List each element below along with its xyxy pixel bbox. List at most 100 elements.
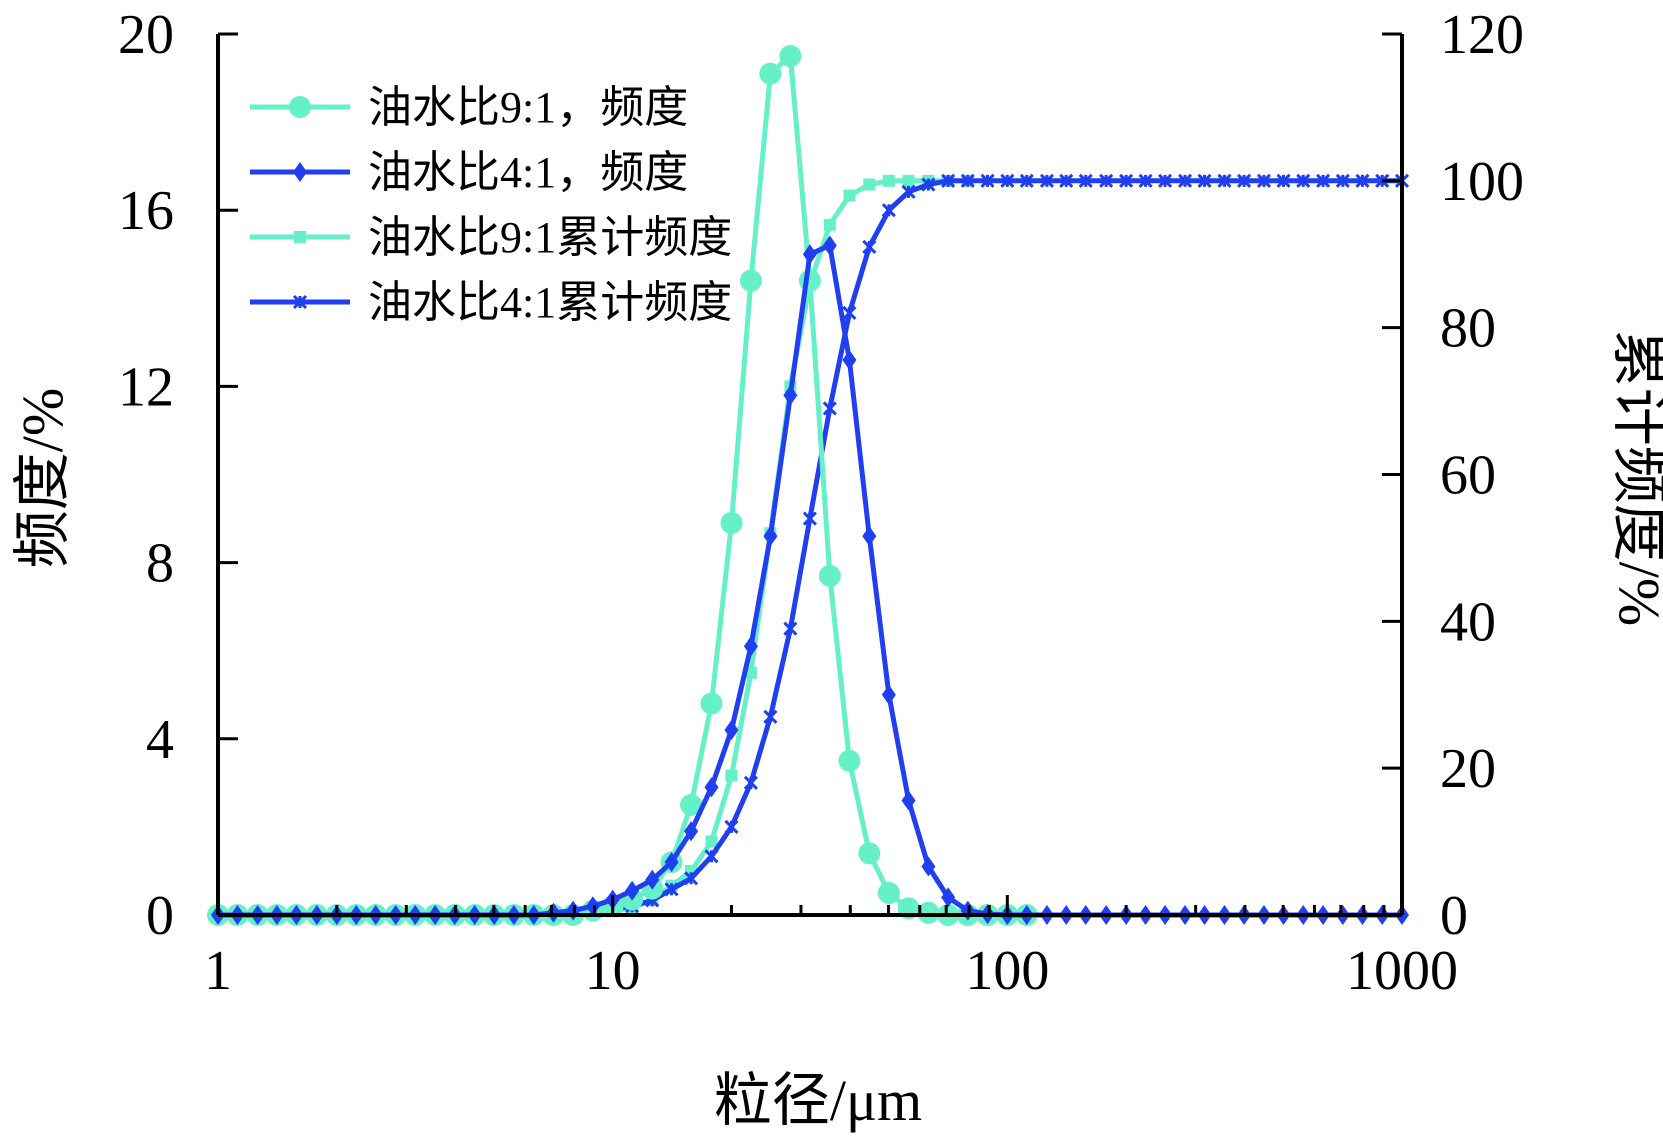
data-point (1296, 173, 1311, 188)
data-point (921, 177, 936, 192)
data-point (705, 835, 718, 848)
data-point (700, 692, 723, 715)
x-tick-label: 100 (965, 940, 1049, 1002)
data-point (818, 564, 841, 587)
data-point (783, 621, 798, 636)
y-right-tick-label: 80 (1440, 298, 1496, 360)
data-point (843, 189, 856, 202)
data-point (743, 775, 758, 790)
data-point (941, 173, 956, 188)
data-point (759, 62, 782, 85)
data-point (1256, 173, 1272, 188)
series-line (218, 242, 1402, 918)
data-point (1119, 173, 1134, 188)
data-point (720, 511, 743, 534)
data-point (743, 636, 758, 657)
legend-label: 油水比4:1，频度 (368, 148, 688, 197)
y-right-tick-label: 0 (1440, 885, 1468, 947)
data-point (877, 881, 900, 904)
legend-label: 油水比9:1累计频度 (368, 213, 732, 262)
data-point (1335, 173, 1350, 188)
y-left-tick-label: 20 (118, 4, 174, 66)
data-point (823, 218, 836, 231)
legend-label: 油水比9:1，频度 (368, 83, 688, 132)
data-point (881, 684, 896, 705)
data-point (882, 174, 895, 187)
data-point (546, 902, 561, 923)
data-point (680, 793, 703, 816)
data-point (822, 401, 837, 416)
y-right-tick-label: 40 (1440, 591, 1496, 653)
data-point (842, 305, 857, 321)
data-point (917, 901, 940, 924)
data-point (858, 842, 881, 865)
data-point (980, 173, 995, 188)
data-point (684, 821, 699, 842)
data-point (863, 178, 876, 191)
data-point (921, 856, 936, 877)
data-point (1078, 173, 1093, 188)
y-left-tick-label: 4 (146, 709, 174, 771)
data-point (902, 174, 915, 187)
legend-swatch-marker (292, 294, 308, 310)
data-point (739, 269, 762, 292)
y-left-tick-label: 12 (118, 356, 174, 418)
data-point (1237, 173, 1252, 188)
data-point (1177, 173, 1193, 188)
data-point (1217, 173, 1232, 188)
data-point (1099, 173, 1114, 188)
y-right-tick-label: 20 (1440, 738, 1496, 800)
data-point (901, 790, 916, 811)
x-axis-title: 粒径/μm (714, 1068, 922, 1133)
data-point (724, 819, 739, 834)
data-point (725, 769, 738, 782)
y-left-tick-label: 0 (146, 885, 174, 947)
y-right-tick-label: 120 (1440, 4, 1524, 66)
x-tick-label: 10 (585, 940, 641, 1002)
data-point (838, 749, 861, 772)
data-point (802, 511, 817, 526)
y-axis-title-right: 累计频度/% (1607, 330, 1663, 626)
data-point (783, 385, 798, 406)
data-point (704, 849, 719, 864)
data-point (585, 896, 600, 917)
data-point (1019, 173, 1034, 188)
data-point (862, 239, 877, 254)
data-point (960, 173, 975, 188)
data-point (779, 45, 802, 68)
x-tick-label: 1 (204, 940, 232, 1002)
data-point (763, 709, 778, 724)
legend-swatch-marker (294, 231, 306, 243)
data-point (1039, 173, 1055, 188)
data-point (625, 880, 640, 901)
data-point (842, 349, 857, 370)
x-tick-label: 1000 (1346, 940, 1458, 1002)
data-point (1276, 173, 1291, 188)
data-point (798, 269, 821, 292)
data-point (1059, 173, 1074, 188)
data-point (822, 235, 837, 256)
data-point (1138, 173, 1153, 188)
data-point (704, 777, 719, 798)
y-left-tick-label: 16 (118, 180, 174, 242)
y-left-tick-label: 8 (146, 533, 174, 595)
data-point (1316, 173, 1331, 188)
data-point (724, 719, 739, 740)
data-point (645, 869, 660, 890)
y-axis-title-left: 频度/% (10, 388, 75, 568)
y-right-tick-label: 60 (1440, 445, 1496, 507)
data-point (1158, 173, 1173, 188)
data-point (1000, 173, 1015, 188)
data-point (802, 244, 817, 265)
data-point (1197, 173, 1212, 188)
data-point (763, 526, 778, 547)
data-point (664, 852, 679, 873)
legend-swatch-marker (293, 162, 307, 182)
y-right-tick-label: 100 (1440, 151, 1524, 213)
data-point (664, 882, 679, 897)
legend-swatch-marker (289, 96, 311, 118)
data-point (1355, 173, 1370, 188)
